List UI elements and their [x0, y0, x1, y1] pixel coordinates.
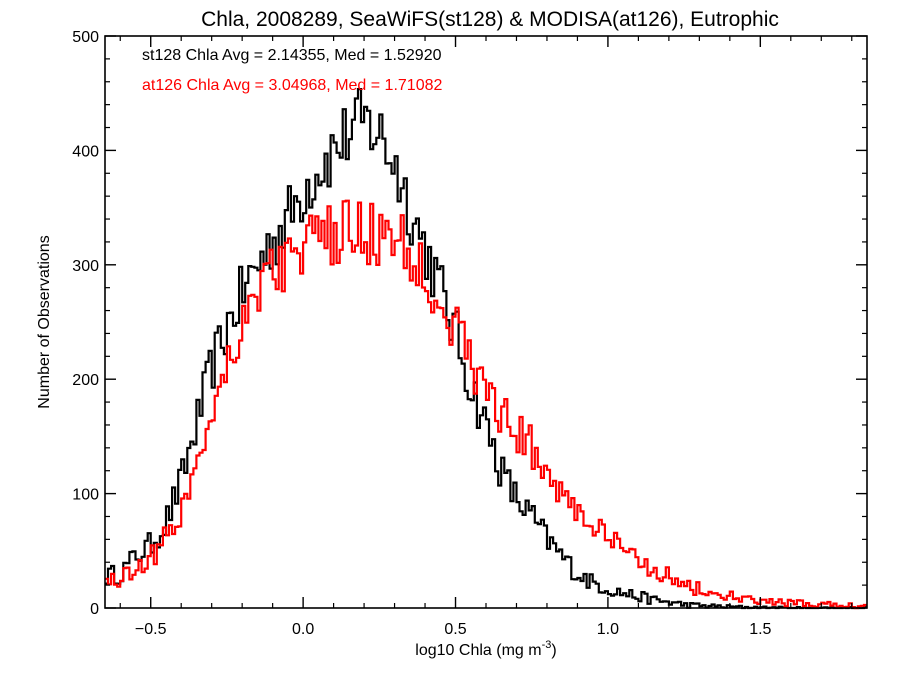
x-axis-label-main: log10 Chla (mg m	[415, 642, 541, 659]
y-tick-label: 400	[72, 143, 99, 160]
chart-title: Chla, 2008289, SeaWiFS(st128) & MODISA(a…	[201, 8, 779, 31]
x-axis-label: log10 Chla (mg m-3)	[415, 639, 556, 659]
x-tick-label: 1.5	[749, 621, 771, 638]
x-tick-label: 0.0	[292, 621, 314, 638]
y-tick-label: 0	[90, 601, 99, 618]
x-tick-label: 0.5	[444, 621, 466, 638]
series-line-st128	[105, 88, 867, 610]
y-tick-label: 200	[72, 372, 99, 389]
x-axis-label-sup: -3	[542, 639, 552, 651]
y-tick-label: 300	[72, 258, 99, 275]
y-axis-ticks: 0 100 200 300 400 500	[72, 29, 867, 618]
x-axis-ticks: −0.5 0.0 0.5 1.0 1.5	[119, 36, 853, 638]
y-axis-label: Number of Observations	[36, 235, 53, 408]
x-axis-label-close: )	[551, 642, 556, 659]
y-tick-label: 100	[72, 487, 99, 504]
plot-frame	[104, 35, 868, 609]
legend-at126: at126 Chla Avg = 3.04968, Med = 1.71082	[142, 77, 442, 94]
legend-st128: st128 Chla Avg = 2.14355, Med = 1.52920	[142, 47, 442, 64]
x-tick-label: −0.5	[135, 621, 167, 638]
series-line-at126	[105, 199, 867, 610]
plot-area: −0.5 0.0 0.5 1.0 1.5 0 100 200 300 400 500	[72, 29, 868, 638]
y-tick-label: 500	[72, 29, 99, 46]
series-layer	[105, 88, 867, 610]
x-tick-label: 1.0	[597, 621, 619, 638]
